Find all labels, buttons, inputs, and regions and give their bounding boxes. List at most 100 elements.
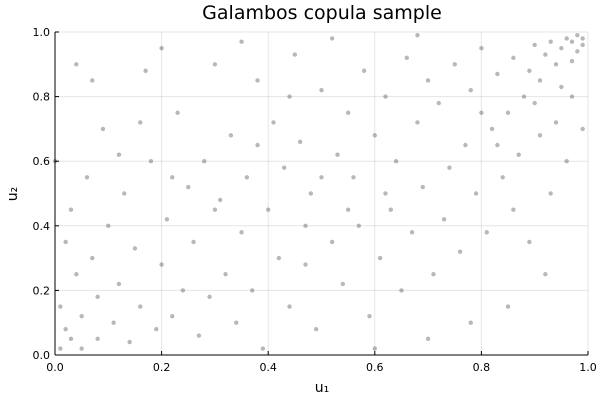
x-tick-label: 0.2 (153, 361, 171, 374)
data-point (388, 207, 393, 212)
data-point (74, 62, 79, 67)
data-point (537, 78, 543, 83)
data-point (415, 120, 420, 125)
data-point (260, 346, 266, 351)
data-point (553, 62, 559, 67)
data-point (356, 223, 362, 228)
data-point (345, 207, 351, 212)
data-point (335, 152, 340, 157)
data-point (303, 223, 308, 228)
data-point (500, 175, 505, 180)
data-point (68, 336, 74, 342)
data-point (313, 326, 319, 332)
data-point (329, 239, 335, 245)
data-point (58, 346, 63, 351)
data-point (297, 139, 303, 145)
data-point (111, 320, 116, 325)
data-point (319, 87, 324, 93)
data-point (175, 110, 180, 115)
data-point (63, 239, 68, 245)
data-point (287, 304, 292, 309)
data-point (580, 42, 585, 48)
data-point (505, 110, 511, 115)
data-point (516, 152, 521, 157)
y-tick-label: 0.2 (33, 284, 51, 297)
data-point (212, 207, 218, 212)
data-point (367, 314, 372, 319)
data-point (399, 288, 404, 293)
data-point (90, 78, 95, 83)
data-point (164, 217, 170, 222)
data-point (532, 100, 537, 106)
x-axis-label: u₁ (315, 380, 330, 396)
data-point (447, 165, 452, 170)
data-point (271, 120, 276, 125)
data-point (436, 100, 441, 106)
data-point (479, 45, 484, 51)
data-point (372, 133, 377, 138)
data-point (575, 33, 580, 38)
data-point (527, 68, 532, 73)
x-tick-label: 0.8 (473, 361, 491, 374)
data-point (569, 58, 575, 64)
data-point (239, 39, 244, 44)
data-point (457, 249, 463, 254)
data-point (521, 94, 527, 99)
data-point (548, 191, 553, 196)
data-point (244, 175, 250, 180)
data-point (383, 94, 388, 99)
data-point (377, 255, 383, 261)
data-point (484, 230, 489, 235)
data-point (106, 223, 111, 228)
data-point (266, 207, 271, 212)
data-point (511, 55, 516, 61)
data-point (564, 159, 569, 164)
data-point (84, 175, 90, 180)
chart-title: Galambos copula sample (202, 2, 442, 24)
data-point (569, 94, 575, 99)
data-point (468, 87, 473, 93)
data-point (575, 49, 580, 54)
data-point (473, 191, 479, 196)
data-point (537, 133, 543, 138)
data-point (303, 262, 308, 267)
data-point (404, 55, 409, 61)
data-point (170, 314, 175, 319)
data-point (255, 78, 260, 83)
data-point (580, 126, 585, 132)
data-point (122, 191, 127, 196)
data-point (132, 246, 138, 251)
data-point (452, 62, 457, 67)
y-tick-label: 1.0 (33, 26, 51, 39)
y-tick-label: 0.6 (33, 155, 51, 168)
data-point (415, 33, 420, 38)
data-point (559, 84, 564, 90)
data-point (100, 126, 106, 132)
data-point (116, 281, 122, 287)
data-point (292, 52, 298, 57)
data-point (329, 36, 335, 41)
data-point (234, 320, 239, 325)
data-point (564, 36, 569, 41)
data-point (351, 175, 356, 180)
data-point (239, 230, 244, 235)
data-point (543, 272, 548, 277)
data-point (383, 191, 388, 196)
data-point (218, 197, 223, 203)
data-point (468, 320, 473, 325)
data-point (95, 336, 100, 342)
data-point (223, 272, 228, 277)
data-point (159, 45, 164, 51)
data-point (170, 175, 175, 180)
data-point (559, 45, 564, 51)
data-point (569, 39, 575, 44)
data-point (154, 326, 159, 332)
data-point (207, 294, 212, 300)
data-point (58, 304, 63, 309)
data-point (159, 262, 164, 267)
data-point (148, 159, 154, 164)
points (52, 33, 585, 351)
data-point (553, 120, 559, 125)
data-point (495, 142, 500, 148)
